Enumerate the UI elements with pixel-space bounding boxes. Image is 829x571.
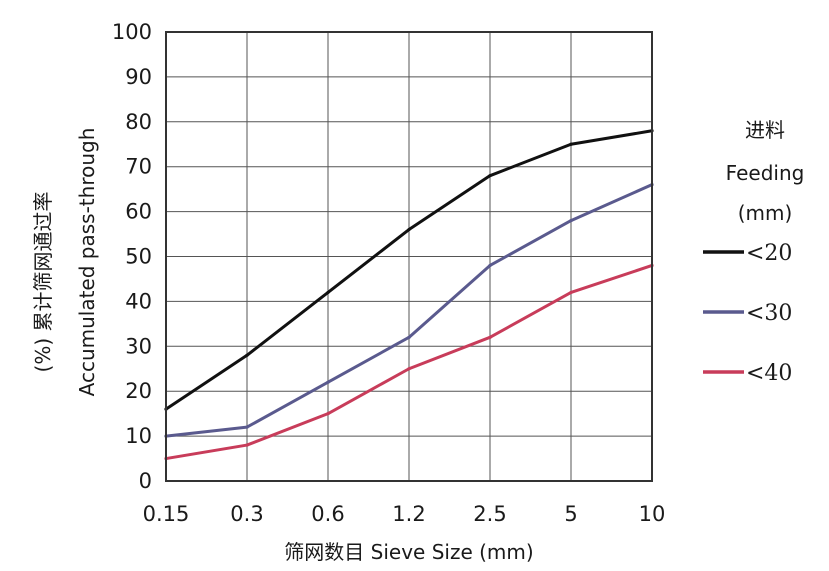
- legend-label-3: <40: [746, 361, 792, 386]
- x-tick-label: 2.5: [473, 502, 506, 526]
- legend: 进料 Feeding (mm) <20 <30 <40: [703, 118, 804, 386]
- series-layer: [164, 129, 654, 461]
- x-tick-label: 0.15: [143, 502, 190, 526]
- data-point: [407, 335, 411, 339]
- y-tick-label: 50: [125, 245, 152, 269]
- legend-label-1: <20: [746, 241, 792, 266]
- data-point: [569, 218, 573, 223]
- x-tick-label: 10: [639, 502, 666, 526]
- data-point: [569, 142, 573, 146]
- y-axis-title-cn: (%) 累计筛网通过率: [31, 192, 55, 373]
- y-tick-label: 90: [125, 65, 152, 89]
- data-point: [569, 290, 573, 295]
- y-tick-label: 20: [125, 379, 152, 403]
- legend-label-2: <30: [746, 301, 792, 326]
- data-point: [488, 335, 492, 339]
- data-point: [407, 227, 411, 232]
- y-tick-label: 10: [125, 424, 152, 448]
- x-axis-title: 筛网数目 Sieve Size (mm): [284, 540, 533, 564]
- y-tick-label: 60: [125, 200, 152, 224]
- y-tick-label: 70: [125, 155, 152, 179]
- legend-title-line-2: Feeding: [726, 161, 805, 185]
- y-tick-label: 0: [139, 469, 152, 493]
- data-point: [245, 443, 249, 447]
- x-axis-ticks: 0.15 0.3 0.6 1.2 2.5 5 10: [143, 502, 666, 526]
- legend-title-line-3: (mm): [738, 201, 793, 225]
- legend-title-line-1: 进料: [745, 118, 785, 142]
- data-point: [245, 425, 249, 429]
- data-point: [407, 367, 411, 371]
- y-tick-label: 30: [125, 334, 152, 358]
- x-tick-label: 5: [564, 502, 577, 526]
- x-tick-label: 0.6: [311, 502, 344, 526]
- plot-frame: [165, 31, 653, 482]
- data-point: [326, 380, 330, 384]
- data-point: [488, 263, 492, 268]
- data-point: [326, 412, 330, 416]
- data-point: [326, 290, 330, 295]
- y-axis-title-en: Accumulated pass-through: [75, 128, 99, 397]
- data-point: [488, 174, 492, 178]
- x-tick-label: 0.3: [230, 502, 263, 526]
- y-tick-label: 100: [112, 20, 152, 44]
- data-point: [245, 353, 249, 357]
- y-tick-label: 40: [125, 289, 152, 313]
- y-axis-ticks: 0 10 20 30 40 50 60 70 80 90 100: [112, 20, 152, 493]
- grid: [165, 31, 653, 482]
- x-tick-label: 1.2: [392, 502, 425, 526]
- y-tick-label: 80: [125, 110, 152, 134]
